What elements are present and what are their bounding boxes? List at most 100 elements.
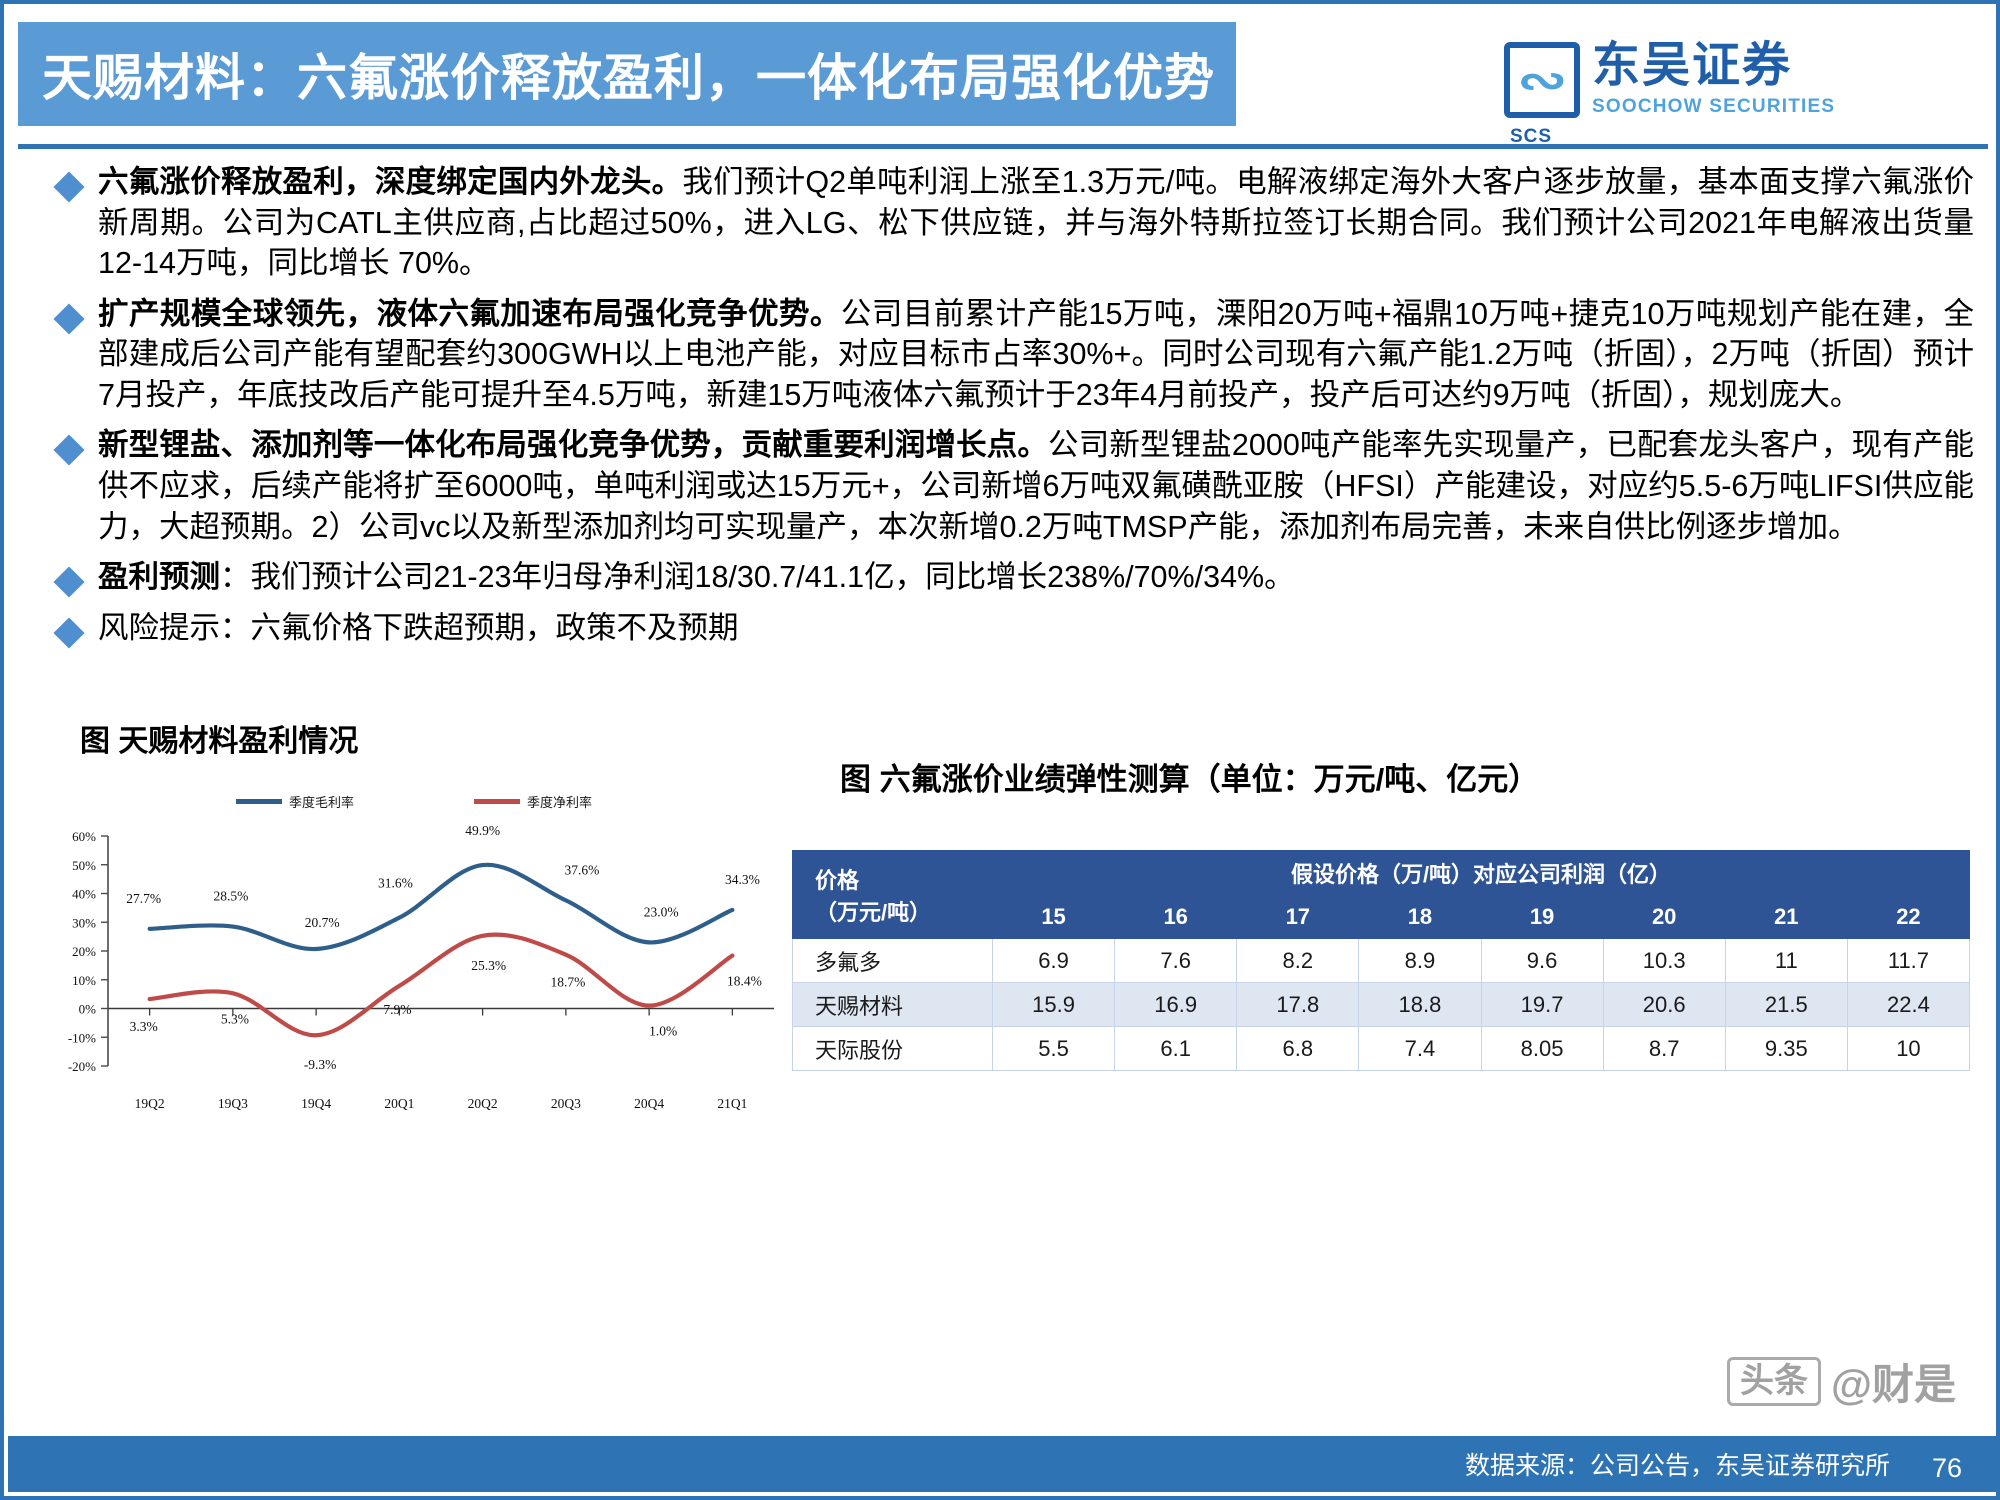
page-title: 天赐材料：六氟涨价释放盈利，一体化布局强化优势 [42, 50, 1215, 106]
table-cell: 8.9 [1358, 938, 1482, 983]
header-bar: 天赐材料：六氟涨价释放盈利，一体化布局强化优势 [18, 22, 1236, 126]
table-row: 天赐材料 15.9 16.9 17.8 18.8 19.7 20.6 21.5 … [792, 982, 1971, 1027]
table-col-header: 21 [1724, 894, 1848, 939]
svg-text:50%: 50% [72, 858, 96, 873]
svg-text:28.5%: 28.5% [213, 889, 248, 904]
table-body: 多氟多 6.9 7.6 8.2 8.9 9.6 10.3 11 11.7 天赐材… [792, 938, 1971, 1071]
svg-text:60%: 60% [72, 829, 96, 844]
svg-text:27.7%: 27.7% [126, 891, 161, 906]
bullet-lead: 新型锂盐、添加剂等一体化布局强化竞争优势，贡献重要利润增长点。 [98, 428, 1049, 463]
table-head: 价格 （万元/吨） 假设价格（万/吨）对应公司利润（亿） 15 16 17 18… [792, 850, 1971, 939]
svg-text:-20%: -20% [68, 1059, 96, 1074]
right-figure-title: 图 六氟涨价业绩弹性测算（单位：万元/吨、亿元） [840, 762, 1540, 797]
table-cell: 9.6 [1480, 938, 1604, 983]
footer-source: 数据来源：公司公告，东吴证券研究所 [1464, 1452, 1890, 1480]
legend-item-gross: 季度毛利率 [235, 792, 354, 811]
table-cell: 6.8 [1236, 1026, 1360, 1071]
table-row-label: 天际股份 [792, 1026, 993, 1071]
bullet-body: 风险提示：六氟价格下跌超预期，政策不及预期 [98, 610, 739, 645]
svg-text:18.4%: 18.4% [727, 974, 762, 989]
svg-text:19Q2: 19Q2 [135, 1096, 165, 1111]
legend-swatch-net [474, 799, 520, 804]
watermark-text: @财是 [1831, 1361, 1956, 1408]
brand-logo: ∾ SCS 东吴证券 SOOCHOW SECURITIES [1504, 39, 1835, 147]
table-row-label: 多氟多 [792, 938, 993, 983]
bullet-text: 盈利预测：我们预计公司21-23年归母净利润18/30.7/41.1亿，同比增长… [98, 557, 1295, 598]
svg-text:0%: 0% [79, 1002, 97, 1017]
table-row-label: 天赐材料 [792, 982, 993, 1027]
svg-text:10%: 10% [72, 973, 96, 988]
logo-swoosh-glyph: ∾ [1516, 54, 1568, 106]
svg-text:37.6%: 37.6% [564, 862, 599, 877]
table-col-header: 22 [1846, 894, 1971, 939]
svg-text:20Q3: 20Q3 [551, 1096, 581, 1111]
svg-text:19Q3: 19Q3 [218, 1096, 248, 1111]
diamond-bullet-icon [53, 566, 85, 598]
bullet-item: 扩产规模全球领先，液体六氟加速布局强化竞争优势。公司目前累计产能15万吨，溧阳2… [44, 294, 1974, 416]
diamond-bullet-icon [53, 171, 85, 203]
bullet-list: 六氟涨价释放盈利，深度绑定国内外龙头。我们预计Q2单吨利润上涨至1.3万元/吨。… [44, 162, 1974, 658]
bullet-text: 扩产规模全球领先，液体六氟加速布局强化竞争优势。公司目前累计产能15万吨，溧阳2… [98, 294, 1974, 416]
page-number: 76 [1931, 1453, 1962, 1483]
bullet-lead: 扩产规模全球领先，液体六氟加速布局强化竞争优势。 [98, 296, 841, 331]
bullet-text: 风险提示：六氟价格下跌超预期，政策不及预期 [98, 608, 739, 649]
table-cell: 22.4 [1846, 982, 1971, 1027]
bullet-body: 公司新型锂盐2000吨产能率先实现量产，已配套龙头客户，现有产能供不应求，后续产… [98, 428, 1974, 544]
legend-label-gross: 季度毛利率 [288, 795, 354, 810]
legend-swatch-gross [235, 799, 282, 804]
bullet-body: 公司目前累计产能15万吨，溧阳20万吨+福鼎10万吨+捷克10万吨规划产能在建，… [98, 296, 1975, 412]
table-span-header: 假设价格（万/吨）对应公司利润（亿） [992, 850, 1970, 895]
table-cell: 15.9 [991, 982, 1116, 1027]
table-cell: 8.05 [1480, 1026, 1604, 1071]
svg-text:23.0%: 23.0% [644, 904, 679, 919]
svg-text:3.3%: 3.3% [130, 1019, 158, 1034]
table-col-header: 17 [1236, 894, 1360, 939]
table-col-header: 18 [1358, 894, 1482, 939]
svg-text:-9.3%: -9.3% [304, 1057, 337, 1072]
bullet-lead: 六氟涨价释放盈利，深度绑定国内外龙头。 [98, 165, 683, 199]
svg-text:20Q2: 20Q2 [468, 1096, 498, 1111]
table-col-header: 16 [1114, 894, 1238, 939]
bullet-lead: 盈利预测 [98, 560, 220, 595]
table-cell: 10.3 [1602, 938, 1726, 983]
legend-label-net: 季度净利率 [527, 795, 593, 810]
svg-text:18.7%: 18.7% [550, 975, 585, 990]
svg-text:19Q4: 19Q4 [301, 1096, 331, 1111]
footer-bar: 数据来源：公司公告，东吴证券研究所 [8, 1436, 2000, 1492]
bullet-item: 盈利预测：我们预计公司21-23年归母净利润18/30.7/41.1亿，同比增长… [44, 557, 1974, 598]
table-cell: 10 [1846, 1026, 1971, 1071]
table-col-header: 20 [1602, 894, 1726, 939]
chart-legend: 季度毛利率 季度净利率 [34, 792, 794, 811]
diamond-bullet-icon [53, 434, 85, 466]
logo-abbr: SCS [1510, 126, 1553, 147]
svg-text:1.0%: 1.0% [649, 1024, 677, 1039]
svg-text:49.9%: 49.9% [465, 824, 500, 838]
chart-canvas: 60% 50% 40% 30% 20% 10% 0% -10% -20% 19Q2 19Q3 19Q4… [68, 824, 774, 1111]
elasticity-table: 价格 （万元/吨） 假设价格（万/吨）对应公司利润（亿） 15 16 17 18… [792, 850, 1971, 1071]
bullet-body: 我们预计Q2单吨利润上涨至1.3万元/吨。电解液绑定海外大客户逐步放量，基本面支… [98, 165, 1974, 281]
bullet-body: ：我们预计公司21-23年归母净利润18/30.7/41.1亿，同比增长238%… [220, 560, 1295, 595]
diamond-bullet-icon [53, 303, 85, 335]
table-row: 天际股份 5.5 6.1 6.8 7.4 8.05 8.7 9.35 10 [792, 1026, 1971, 1071]
svg-text:31.6%: 31.6% [378, 876, 413, 891]
profitability-line-chart: 季度毛利率 季度净利率 60% 50% 40% 30% 20% 10% 0% -10% -20%… [34, 784, 794, 1124]
svg-text:5.3%: 5.3% [221, 1011, 249, 1026]
corner-line-2: （万元/吨） [815, 899, 932, 925]
table-cell: 11 [1724, 938, 1848, 983]
svg-text:30%: 30% [72, 915, 96, 930]
table-row: 多氟多 6.9 7.6 8.2 8.9 9.6 10.3 11 11.7 [792, 938, 1971, 983]
svg-text:25.3%: 25.3% [471, 958, 506, 973]
soochow-logo-icon: ∾ SCS [1504, 42, 1580, 147]
watermark: 头条 @财是 [1727, 1351, 1956, 1412]
table-cell: 21.5 [1724, 982, 1848, 1027]
table-cell: 9.35 [1724, 1026, 1848, 1071]
table-header-row-span: 价格 （万元/吨） 假设价格（万/吨）对应公司利润（亿） [792, 850, 1970, 939]
svg-text:21Q1: 21Q1 [717, 1096, 747, 1111]
svg-text:7.9%: 7.9% [383, 1002, 411, 1017]
table-cell: 11.7 [1846, 938, 1971, 983]
table-header-row-cols: 15 16 17 18 19 20 21 22 [793, 894, 1971, 939]
table-col-header: 19 [1480, 894, 1604, 939]
logo-chinese-name: 东吴证券 [1592, 39, 1793, 92]
header-divider [18, 144, 1988, 149]
